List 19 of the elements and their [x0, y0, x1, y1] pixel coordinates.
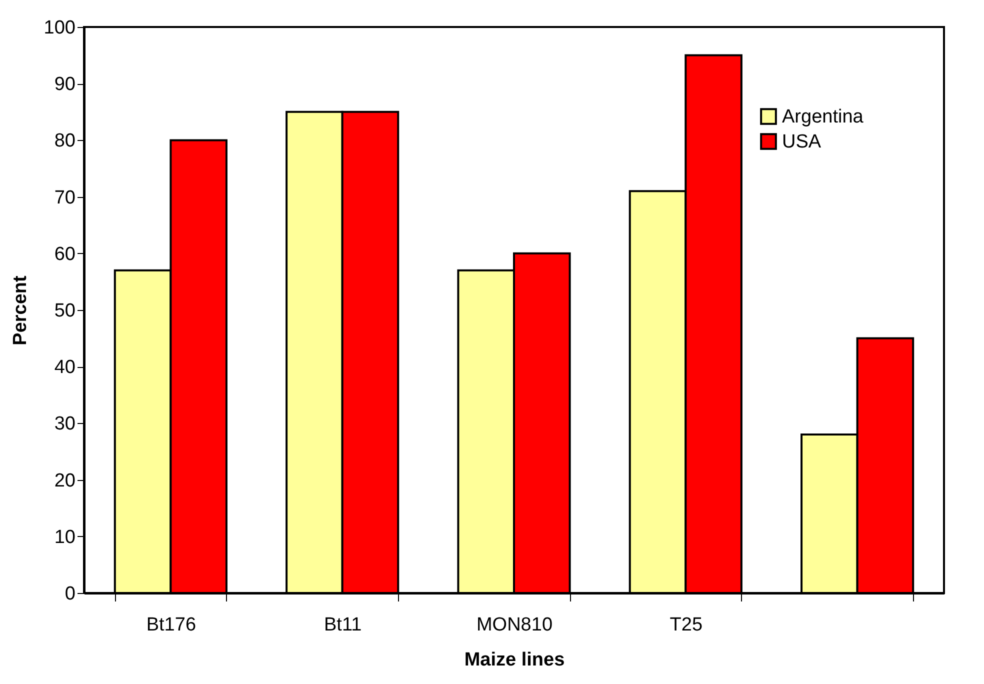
x-tick-label: Bt176 [146, 614, 196, 636]
y-tick-label: 20 [54, 470, 76, 492]
y-tick-label: 40 [54, 357, 76, 378]
legend-label: Argentina [782, 106, 864, 128]
legend-label: USA [782, 132, 822, 152]
x-tick-label: Bt11 [324, 614, 362, 636]
y-tick-label: 100 [44, 18, 76, 38]
y-tick-label: 60 [54, 244, 76, 265]
y-tick-label: 30 [54, 414, 76, 435]
y-tick-label: 70 [54, 187, 76, 208]
y-tick-label: 10 [54, 526, 76, 548]
y-tick-label: 0 [64, 584, 76, 604]
y-tick-label: 80 [54, 130, 76, 152]
y-tick-label: 90 [54, 74, 76, 96]
y-tick-label: 50 [54, 300, 76, 322]
x-axis-title: Maize lines [464, 650, 565, 670]
x-tick-label: MON810 [476, 614, 553, 636]
x-tick-label: T25 [670, 614, 703, 636]
y-axis-title: Percent [10, 274, 31, 346]
